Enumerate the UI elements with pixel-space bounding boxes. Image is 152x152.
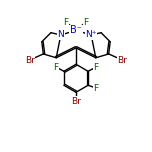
Text: F: F <box>53 62 59 72</box>
Text: Br: Br <box>25 55 35 65</box>
Text: N: N <box>57 30 64 40</box>
Text: B⁻: B⁻ <box>70 25 82 35</box>
Text: F: F <box>64 17 69 27</box>
Text: F: F <box>93 62 99 72</box>
Text: F: F <box>93 83 99 93</box>
Text: Br: Br <box>71 97 81 106</box>
Text: N⁺: N⁺ <box>85 30 97 40</box>
Text: Br: Br <box>117 55 127 65</box>
Text: F: F <box>83 17 88 27</box>
